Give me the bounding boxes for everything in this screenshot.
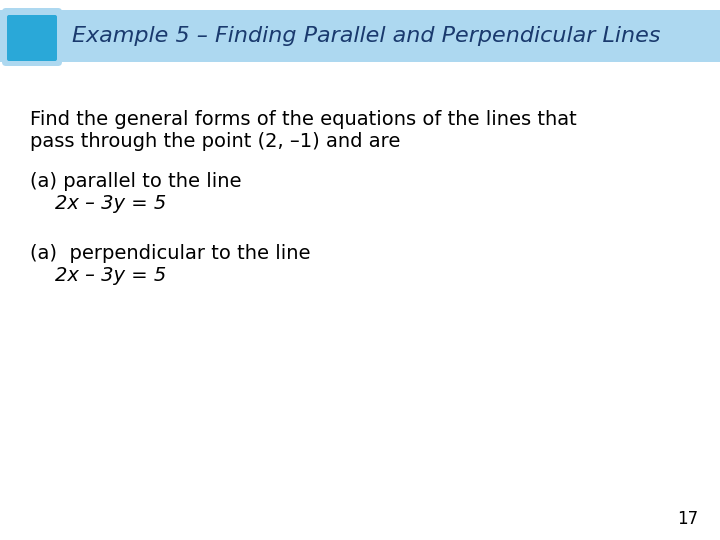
Text: Example 5 – Finding Parallel and Perpendicular Lines: Example 5 – Finding Parallel and Perpend… [72, 26, 660, 46]
Text: 17: 17 [677, 510, 698, 528]
FancyBboxPatch shape [7, 15, 57, 61]
Text: (a) parallel to the line: (a) parallel to the line [30, 172, 241, 191]
Text: Find the general forms of the equations of the lines that: Find the general forms of the equations … [30, 110, 577, 129]
Text: 2x – 3y = 5: 2x – 3y = 5 [30, 266, 166, 285]
FancyBboxPatch shape [2, 8, 62, 66]
Bar [0, 10, 720, 62]
Text: 2x – 3y = 5: 2x – 3y = 5 [30, 194, 166, 213]
Text: (a)  perpendicular to the line: (a) perpendicular to the line [30, 244, 310, 263]
Text: pass through the point (2, –1) and are: pass through the point (2, –1) and are [30, 132, 400, 151]
